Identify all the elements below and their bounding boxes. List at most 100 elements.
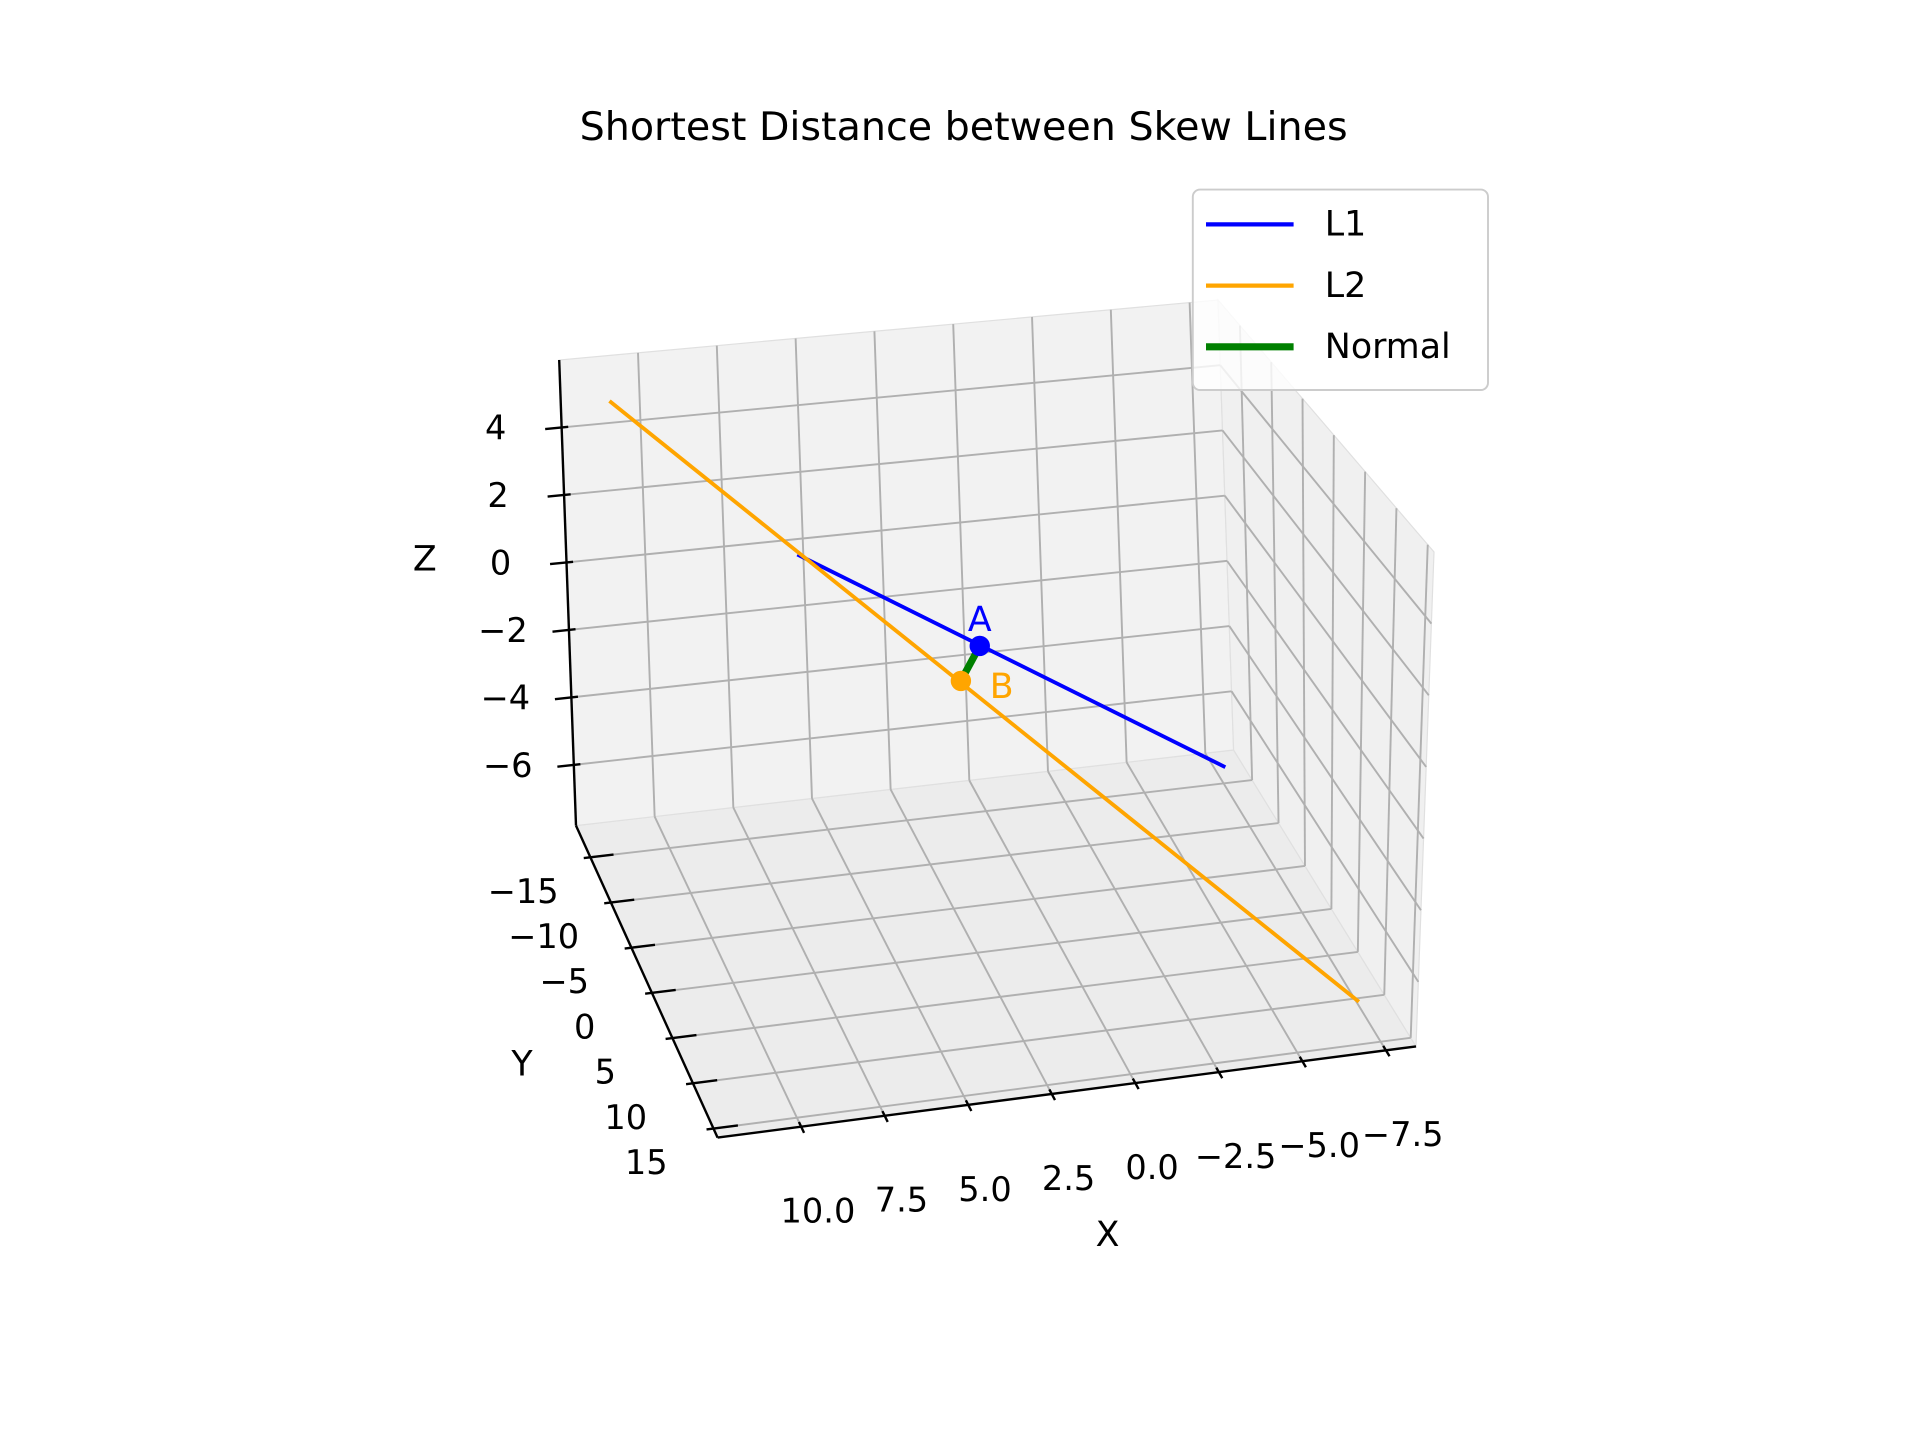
grid-line xyxy=(568,559,1228,631)
grid-line xyxy=(631,865,1306,949)
grid-line xyxy=(889,788,1053,1095)
legend-label: L2 xyxy=(1325,266,1367,306)
legend-frame xyxy=(1191,188,1489,391)
grid-line xyxy=(952,324,971,781)
y-tick-label: 15 xyxy=(625,1143,668,1182)
z-tick xyxy=(557,762,581,768)
z-tick xyxy=(552,628,576,633)
z-tick-label: −6 xyxy=(483,746,533,785)
grid-line xyxy=(1219,364,1433,625)
y-tick xyxy=(685,1079,718,1086)
back-pane xyxy=(558,299,1235,827)
grid-line xyxy=(732,807,886,1117)
y-axis xyxy=(574,825,719,1139)
grid-line xyxy=(573,690,1232,766)
grid-line xyxy=(571,625,1230,699)
x-tick-label: −5.0 xyxy=(1278,1126,1360,1165)
grid-line xyxy=(610,822,1279,904)
grid-line xyxy=(794,338,813,799)
grid-line xyxy=(713,1036,1411,1130)
y-tick-label: 5 xyxy=(595,1053,616,1092)
z-tick-label: −4 xyxy=(481,678,531,717)
x-tick-label: 2.5 xyxy=(1042,1159,1095,1198)
grid-line xyxy=(672,950,1358,1040)
z-axis xyxy=(558,359,578,826)
z-tick-label: 2 xyxy=(487,476,508,515)
grid-line xyxy=(692,993,1385,1085)
chart-title: Shortest Distance between Skew Lines xyxy=(580,104,1348,150)
grid-line xyxy=(1330,435,1335,909)
x-tick-label: −7.5 xyxy=(1362,1115,1444,1154)
y-tick xyxy=(604,898,635,905)
grid-line xyxy=(1031,316,1049,772)
z-tick xyxy=(549,560,574,566)
grid-line xyxy=(563,429,1223,496)
grid-line xyxy=(651,907,1332,994)
grid-line xyxy=(1301,398,1306,866)
x-tick xyxy=(881,1110,889,1123)
series-line xyxy=(796,552,1227,769)
grid-line xyxy=(1238,325,1254,781)
grid-line xyxy=(1125,761,1304,1062)
y-tick xyxy=(624,943,656,950)
grid-line xyxy=(1226,560,1425,840)
point xyxy=(950,670,972,692)
y-tick-label: −10 xyxy=(508,917,579,956)
grid-line xyxy=(1221,429,1430,696)
grid-line xyxy=(1356,471,1367,952)
x-tick-label: 5.0 xyxy=(958,1170,1011,1209)
x-tick xyxy=(1298,1056,1307,1068)
z-tick xyxy=(547,493,571,498)
grid-line xyxy=(1228,625,1422,911)
point xyxy=(969,635,990,657)
x-tick xyxy=(1048,1088,1057,1101)
grid-line xyxy=(1047,770,1220,1073)
y-tick xyxy=(665,1033,697,1041)
y-tick-label: 10 xyxy=(604,1098,647,1137)
x-tick xyxy=(964,1099,973,1112)
grid-line xyxy=(590,779,1253,859)
y-tick xyxy=(644,988,676,995)
z-axis-label: Z xyxy=(413,539,437,579)
grid-line xyxy=(1230,690,1420,983)
x-tick xyxy=(1131,1077,1140,1090)
x-tick-label: 0.0 xyxy=(1125,1148,1178,1187)
y-tick xyxy=(583,853,614,860)
z-tick-label: 4 xyxy=(485,408,506,447)
side-pane xyxy=(1217,298,1435,1049)
x-axis xyxy=(717,1045,1417,1139)
x-tick xyxy=(1382,1045,1391,1057)
grid-line xyxy=(1270,362,1280,824)
y-tick-label: −5 xyxy=(539,962,589,1001)
x-tick-label: 7.5 xyxy=(875,1181,928,1220)
z-tick xyxy=(554,695,579,701)
z-tick-label: −2 xyxy=(478,611,528,650)
grid-line xyxy=(1109,309,1128,763)
grid-line xyxy=(968,779,1137,1084)
series-line xyxy=(608,399,1361,1004)
x-tick xyxy=(1215,1067,1224,1079)
x-tick xyxy=(797,1121,806,1134)
y-tick-label: 0 xyxy=(574,1007,595,1046)
x-tick-label: −2.5 xyxy=(1195,1137,1277,1176)
grid-line xyxy=(811,798,970,1106)
grid-line xyxy=(653,816,803,1128)
y-tick-label: −15 xyxy=(488,872,559,911)
grid-line xyxy=(561,364,1221,429)
grid-line xyxy=(873,331,892,790)
legend-label: Normal xyxy=(1325,327,1451,367)
point-label: A xyxy=(968,600,992,640)
x-tick-label: 10.0 xyxy=(781,1192,856,1231)
point-label: B xyxy=(990,667,1014,707)
grid-line xyxy=(566,494,1225,564)
grid-line xyxy=(1383,508,1398,995)
grid-line xyxy=(637,352,656,817)
z-tick-label: 0 xyxy=(490,543,511,582)
x-axis-label: X xyxy=(1096,1215,1120,1255)
grid-line xyxy=(1224,495,1427,768)
legend-label: L1 xyxy=(1325,205,1367,245)
y-tick xyxy=(706,1124,739,1131)
grid-line xyxy=(1409,544,1429,1038)
